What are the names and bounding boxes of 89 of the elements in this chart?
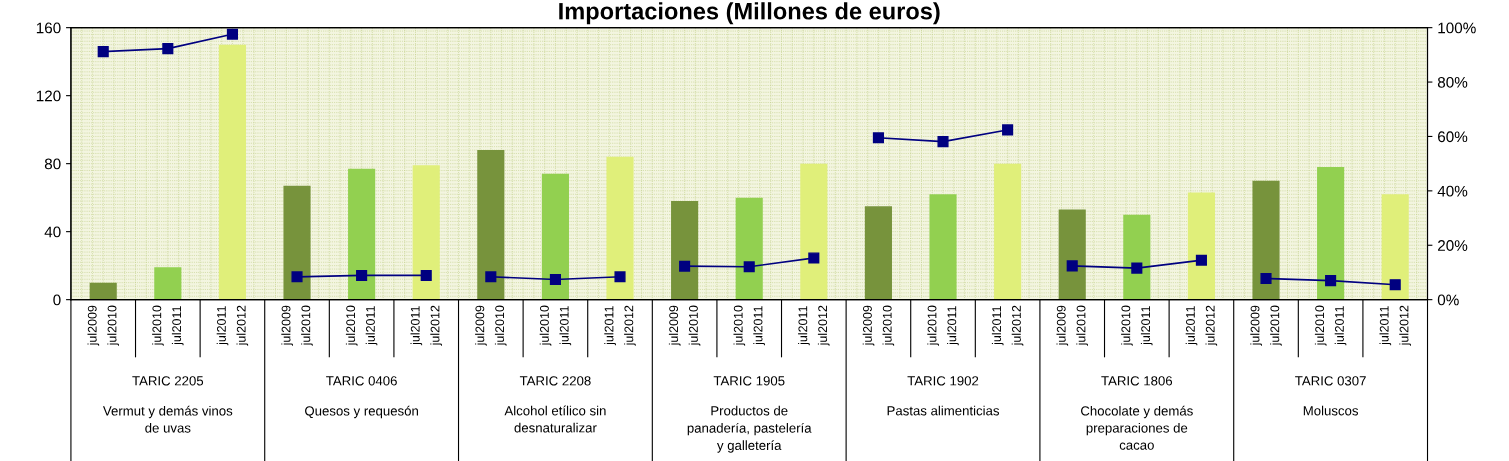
x-tick-label: jul2009 jul2010 bbox=[862, 305, 895, 346]
point bbox=[1002, 124, 1014, 136]
point bbox=[937, 136, 949, 148]
point bbox=[1195, 254, 1207, 266]
bar bbox=[218, 44, 246, 300]
text: TARIC 1902 bbox=[907, 376, 979, 386]
y-tick-label: 40 bbox=[44, 226, 61, 238]
bar bbox=[283, 185, 311, 300]
bar bbox=[154, 267, 182, 300]
point bbox=[1325, 275, 1337, 287]
text: TARIC 0307 bbox=[1295, 376, 1366, 386]
bar bbox=[89, 282, 117, 300]
y2-tick-label: 60% bbox=[1438, 131, 1468, 143]
point bbox=[1260, 272, 1272, 284]
point bbox=[485, 271, 497, 283]
x-tick-label: jul2009 jul2010 bbox=[1250, 305, 1282, 346]
bar bbox=[994, 163, 1022, 300]
x-tick-label: jul2011 jul2012 bbox=[1185, 305, 1218, 346]
bar bbox=[348, 168, 376, 300]
y-tick-label: 80 bbox=[44, 158, 61, 170]
point bbox=[743, 261, 755, 273]
x-tick-label: jul2010 jul2011 bbox=[1314, 305, 1347, 346]
y-tick-label: 120 bbox=[36, 90, 61, 102]
point bbox=[1131, 262, 1143, 274]
chart-title: Importaciones (Millones de euros) bbox=[559, 2, 940, 25]
point bbox=[356, 269, 368, 281]
bar bbox=[412, 165, 440, 300]
x-tick-label: jul2009 jul2010 bbox=[668, 305, 701, 346]
point bbox=[1389, 279, 1401, 291]
text: Productos de panadería, pastelería y galletería bbox=[687, 405, 812, 453]
text: Vermut y demás vinos de uvas bbox=[102, 405, 233, 433]
bar bbox=[1317, 167, 1345, 300]
bar bbox=[1058, 209, 1086, 300]
bar bbox=[541, 173, 569, 300]
x-tick-label: jul2009 jul2010 bbox=[87, 305, 119, 346]
y2-tick-label: 100% bbox=[1438, 22, 1476, 34]
point bbox=[808, 252, 820, 264]
bar bbox=[735, 197, 763, 300]
y2-tick-label: 80% bbox=[1437, 76, 1468, 88]
text: TARIC 1905 bbox=[713, 376, 785, 386]
point bbox=[226, 28, 238, 40]
bar bbox=[671, 201, 699, 300]
y2-tick-label: 0% bbox=[1437, 294, 1459, 306]
x-tick-label: jul2010 jul2011 bbox=[1121, 305, 1153, 346]
bar bbox=[1187, 192, 1215, 300]
x-tick-label: jul2009 jul2010 bbox=[475, 305, 507, 346]
text: Pastas alimenticias bbox=[887, 405, 1000, 416]
x-tick-label: jul2011 jul2012 bbox=[410, 305, 442, 346]
y-tick-label: 0 bbox=[53, 294, 61, 306]
x-tick-label: jul2010 jul2011 bbox=[345, 305, 378, 346]
bar bbox=[800, 163, 828, 300]
point bbox=[1066, 260, 1078, 272]
text: TARIC 2208 bbox=[519, 376, 591, 386]
bar bbox=[606, 156, 634, 300]
x-tick-label: jul2011 jul2012 bbox=[991, 305, 1024, 346]
bar bbox=[864, 206, 892, 300]
text: Alcohol etílico sin desnaturalizar bbox=[504, 405, 606, 433]
point bbox=[162, 43, 174, 55]
x-tick-label: jul2011 jul2012 bbox=[216, 305, 249, 346]
text: TARIC 2205 bbox=[132, 376, 204, 386]
y2-tick-label: 20% bbox=[1438, 240, 1468, 251]
text: Quesos y requesón bbox=[305, 405, 418, 419]
x-tick-label: jul2011 jul2012 bbox=[1379, 305, 1411, 346]
point bbox=[872, 132, 884, 144]
x-tick-label: jul2010 jul2011 bbox=[539, 305, 572, 346]
point bbox=[97, 46, 109, 58]
x-tick-label: jul2010 jul2011 bbox=[927, 305, 959, 346]
point bbox=[420, 269, 432, 281]
point bbox=[549, 273, 561, 286]
x-tick-label: jul2011 jul2012 bbox=[604, 305, 636, 346]
bar bbox=[1252, 180, 1280, 300]
point bbox=[679, 260, 691, 272]
bar bbox=[1123, 214, 1151, 300]
point bbox=[291, 271, 303, 283]
bar bbox=[477, 150, 505, 300]
x-tick-label: jul2009 jul2010 bbox=[281, 305, 313, 346]
text: TARIC 0406 bbox=[326, 376, 397, 386]
x-tick-label: jul2011 jul2012 bbox=[798, 305, 830, 346]
text: Chocolate y demás preparaciones de cacao bbox=[1081, 405, 1193, 450]
text: Moluscos bbox=[1303, 405, 1358, 416]
x-tick-label: jul2010 jul2011 bbox=[152, 305, 184, 346]
x-tick-label: jul2010 jul2011 bbox=[733, 305, 765, 346]
text: TARIC 1806 bbox=[1101, 376, 1173, 386]
bar bbox=[929, 194, 957, 300]
y-tick-label: 160 bbox=[36, 22, 61, 34]
point bbox=[614, 271, 626, 283]
y2-tick-label: 40% bbox=[1437, 185, 1468, 197]
bar bbox=[1381, 194, 1409, 300]
x-tick-label: jul2009 jul2010 bbox=[1056, 305, 1088, 346]
